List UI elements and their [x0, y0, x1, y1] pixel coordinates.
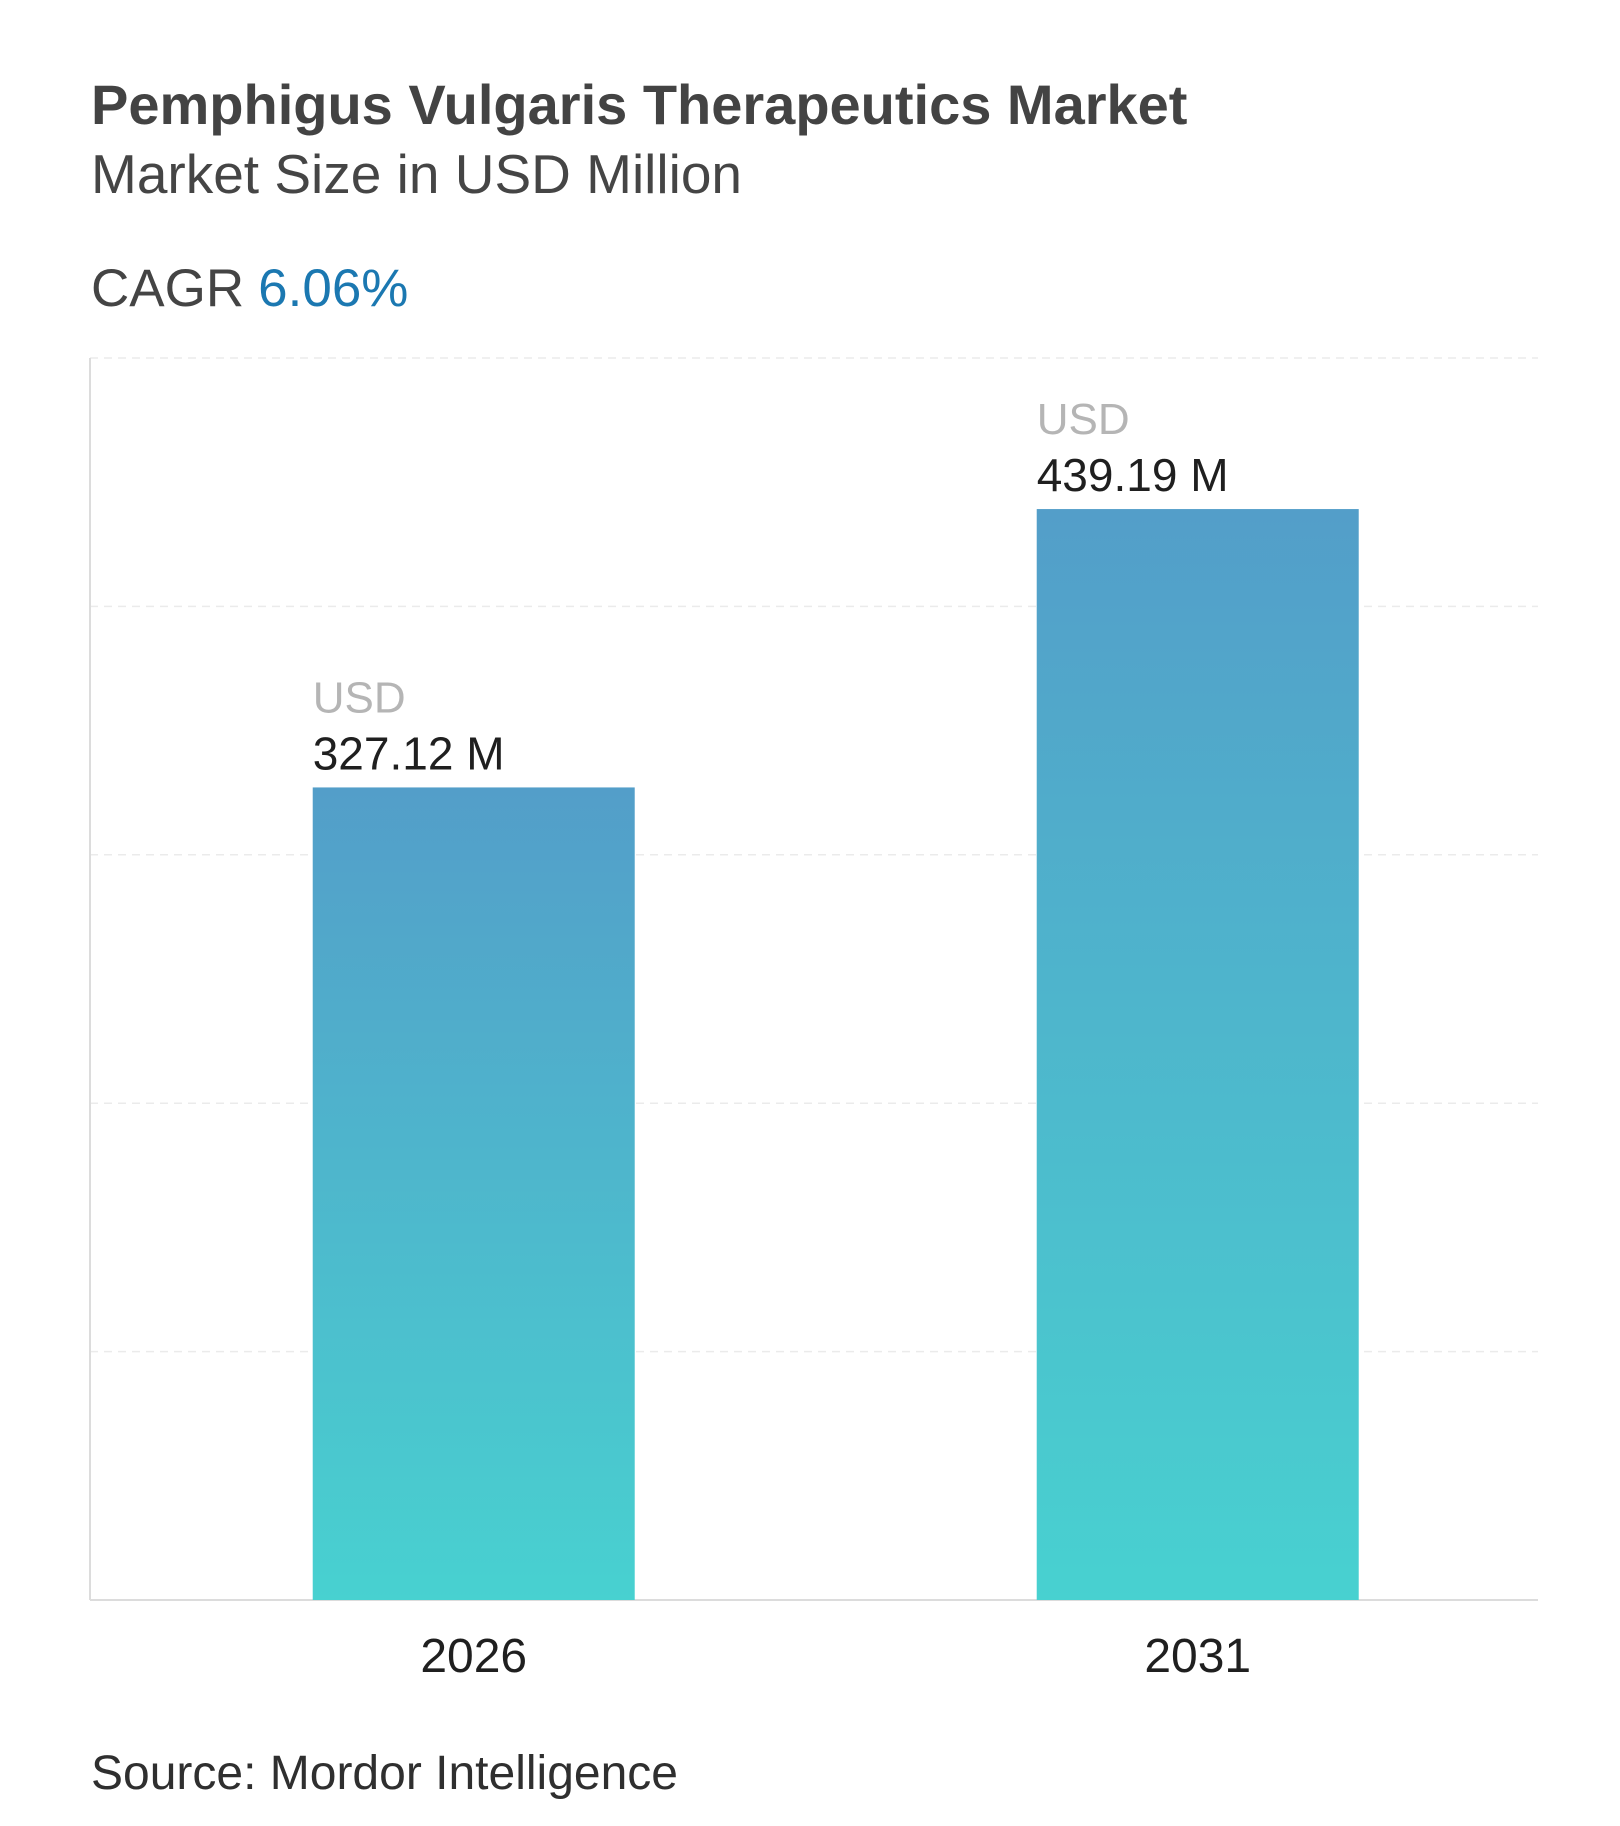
x-tick-labels: 2026 2031 — [420, 1630, 1251, 1683]
bar-2026 — [312, 787, 635, 1600]
bar-value-prefix: USD — [313, 673, 406, 722]
x-tick-label: 2031 — [1144, 1630, 1251, 1683]
chart-title: Pemphigus Vulgaris Therapeutics Market — [91, 73, 1188, 136]
bars — [312, 509, 1359, 1601]
cagr-label: CAGR — [91, 259, 245, 318]
bar-value-label: 327.12 M — [313, 727, 505, 779]
bar-chart: USD 327.12 M USD 439.19 M 2026 2031 — [89, 357, 1538, 1683]
cagr-line: CAGR 6.06% — [91, 258, 408, 319]
data-labels: USD 327.12 M USD 439.19 M — [313, 395, 1229, 779]
chart-subtitle: Market Size in USD Million — [91, 143, 743, 205]
cagr-value: 6.06% — [258, 259, 409, 318]
bar-2031 — [1036, 509, 1359, 1601]
bar-value-prefix: USD — [1037, 395, 1130, 444]
x-tick-label: 2026 — [420, 1630, 527, 1683]
source-note: Source: Mordor Intelligence — [91, 1747, 678, 1800]
bar-value-label: 439.19 M — [1037, 449, 1229, 501]
